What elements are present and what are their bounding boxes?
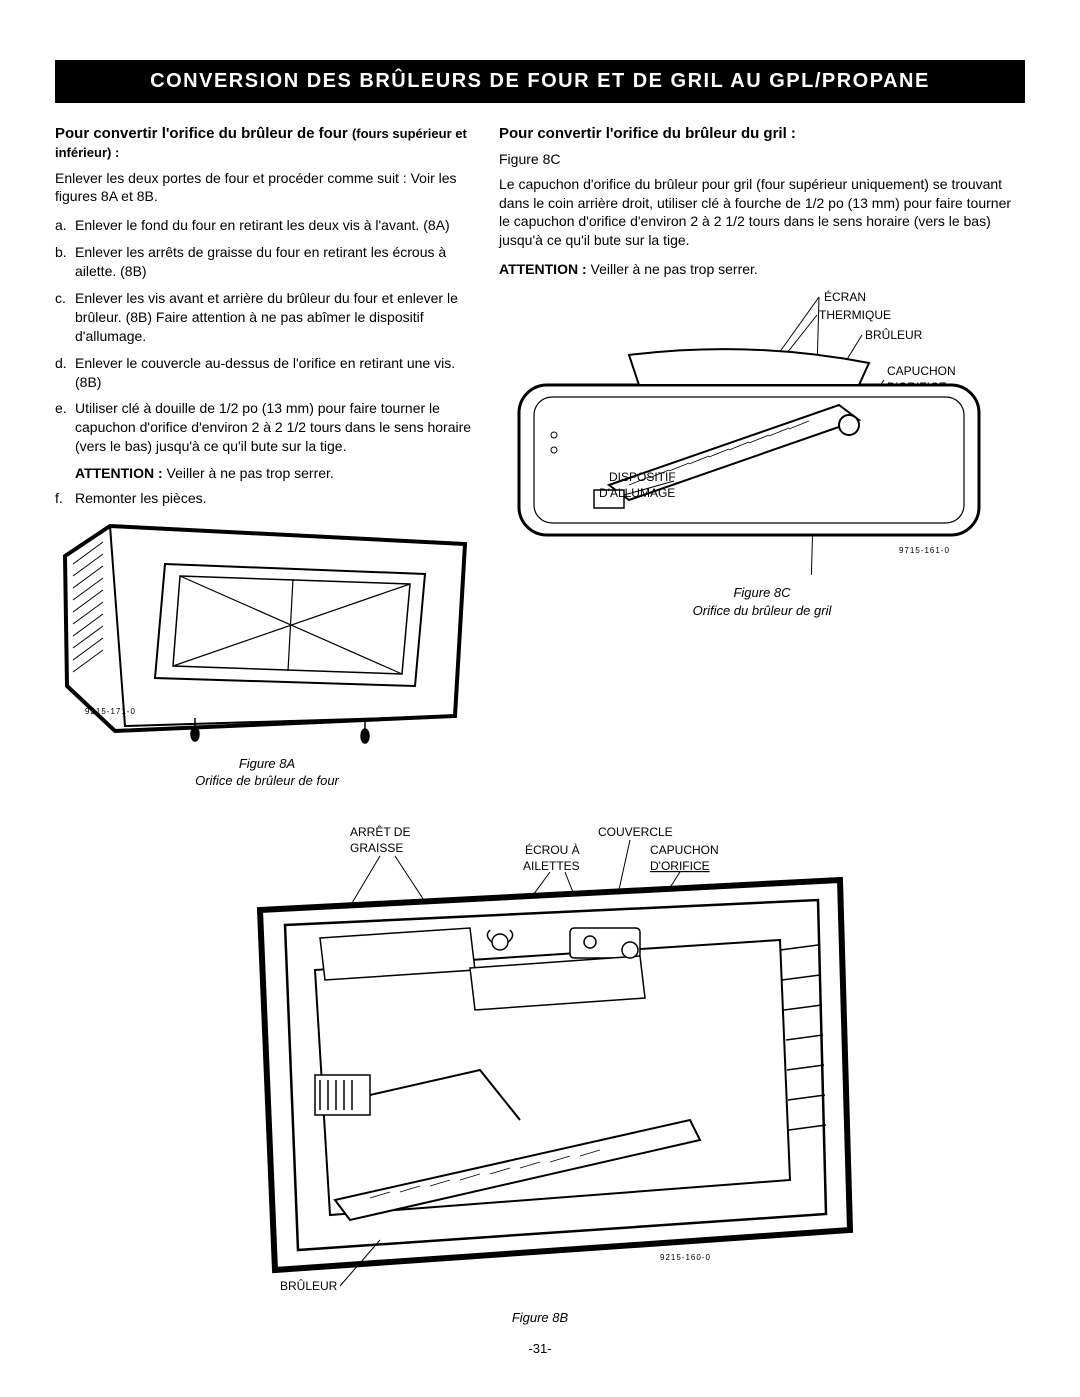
figure-8b-caption: Figure 8B [220, 1309, 860, 1327]
figure-8a-caption-line1: Figure 8A [239, 756, 295, 771]
label-arret1: ARRÊT DE [350, 824, 410, 839]
step-marker: d. [55, 354, 75, 392]
step-c: c.Enlever les vis avant et arrière du br… [55, 289, 479, 346]
figure-8c-caption: Figure 8C Orifice du brûleur de gril [499, 584, 1025, 619]
figure-8b-svg: ARRÊT DE GRAISSE COUVERCLE ÉCROU À AILET… [220, 820, 860, 1300]
two-column-layout: Pour convertir l'orifice du brûleur de f… [55, 125, 1025, 790]
right-figref: Figure 8C [499, 150, 1025, 169]
left-caution: ATTENTION : Veiller à ne pas trop serrer… [75, 464, 479, 483]
left-column: Pour convertir l'orifice du brûleur de f… [55, 125, 479, 790]
left-intro: Enlever les deux portes de four et procé… [55, 169, 479, 207]
label-arret2: GRAISSE [350, 841, 403, 855]
step-text: Enlever les vis avant et arrière du brûl… [75, 289, 479, 346]
caution-label: ATTENTION : [499, 261, 587, 277]
right-paragraph: Le capuchon d'orifice du brûleur pour gr… [499, 175, 1025, 251]
left-heading-main: Pour convertir l'orifice du brûleur de f… [55, 125, 352, 142]
page-number: -31- [55, 1340, 1025, 1358]
step-marker: f. [55, 489, 75, 508]
figure-8b: ARRÊT DE GRAISSE COUVERCLE ÉCROU À AILET… [220, 820, 860, 1326]
caution-text: Veiller à ne pas trop serrer. [587, 261, 758, 277]
right-column: Pour convertir l'orifice du brûleur du g… [499, 125, 1025, 790]
label-dorifice: D'ORIFICE [650, 859, 710, 873]
step-text: Utiliser clé à douille de 1/2 po (13 mm)… [75, 399, 479, 456]
step-text: Remonter les pièces. [75, 489, 207, 508]
figure-8c-partno: 9715-161-0 [899, 546, 950, 555]
label-thermique: THERMIQUE [819, 308, 891, 322]
figure-8a-svg: 9215-171-0 [55, 516, 475, 746]
caution-label: ATTENTION : [75, 465, 163, 481]
figure-8c: ÉCRAN THERMIQUE BRÛLEUR CAPUCHON D'ORIFI… [499, 285, 1025, 619]
step-f: f.Remonter les pièces. [55, 489, 479, 508]
label-capuchon: CAPUCHON [887, 364, 956, 378]
left-heading: Pour convertir l'orifice du brûleur de f… [55, 125, 479, 163]
label-capuchon: CAPUCHON [650, 843, 719, 857]
section-title-bar: CONVERSION DES BRÛLEURS DE FOUR ET DE GR… [55, 60, 1025, 103]
caution-text: Veiller à ne pas trop serrer. [163, 465, 334, 481]
step-marker: b. [55, 243, 75, 281]
label-dallumage: D'ALLUMAGE [599, 486, 675, 500]
figure-8c-caption-line2: Orifice du brûleur de gril [693, 603, 832, 618]
label-dispositif: DISPOSITIF [609, 470, 676, 484]
label-ecrou1: ÉCROU À [525, 842, 580, 857]
step-marker: e. [55, 399, 75, 456]
steps-list: a.Enlever le fond du four en retirant le… [55, 216, 479, 456]
label-couvercle: COUVERCLE [598, 825, 673, 839]
label-bruleur: BRÛLEUR [865, 327, 923, 342]
right-caution: ATTENTION : Veiller à ne pas trop serrer… [499, 260, 1025, 279]
figure-8a: 9215-171-0 Figure 8A Orifice de brûleur … [55, 516, 479, 790]
label-ecran: ÉCRAN [824, 289, 866, 304]
step-marker: a. [55, 216, 75, 235]
step-d: d.Enlever le couvercle au-dessus de l'or… [55, 354, 479, 392]
label-ecrou2: AILETTES [523, 859, 580, 873]
right-heading: Pour convertir l'orifice du brûleur du g… [499, 125, 1025, 144]
step-e: e.Utiliser clé à douille de 1/2 po (13 m… [55, 399, 479, 456]
figure-8a-caption-line2: Orifice de brûleur de four [195, 773, 339, 788]
step-text: Enlever le couvercle au-dessus de l'orif… [75, 354, 479, 392]
step-a: a.Enlever le fond du four en retirant le… [55, 216, 479, 235]
step-marker: c. [55, 289, 75, 346]
figure-8c-svg: ÉCRAN THERMIQUE BRÛLEUR CAPUCHON D'ORIFI… [499, 285, 999, 575]
step-b: b.Enlever les arrêts de graisse du four … [55, 243, 479, 281]
figure-8a-partno: 9215-171-0 [85, 707, 136, 716]
figure-8a-caption: Figure 8A Orifice de brûleur de four [55, 755, 479, 790]
step-text: Enlever les arrêts de graisse du four en… [75, 243, 479, 281]
figure-8c-caption-line1: Figure 8C [733, 585, 790, 600]
figure-8b-partno: 9215-160-0 [660, 1253, 711, 1262]
step-text: Enlever le fond du four en retirant les … [75, 216, 450, 235]
steps-list-2: f.Remonter les pièces. [55, 489, 479, 508]
label-bruleur: BRÛLEUR [280, 1278, 338, 1293]
